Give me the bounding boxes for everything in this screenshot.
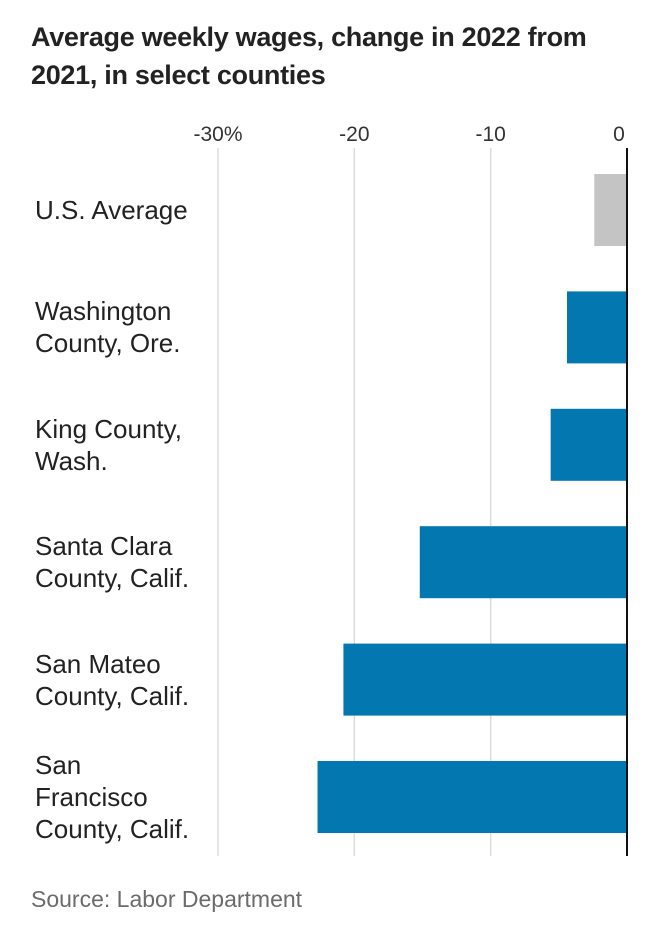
category-label: Washington County, Ore.: [35, 295, 235, 359]
x-tick-label: -10: [475, 123, 505, 146]
category-label: U.S. Average: [35, 194, 235, 226]
x-tick-label: 0: [613, 123, 625, 146]
category-label: King County, Wash.: [35, 413, 235, 477]
x-tick-label: -30%: [193, 123, 242, 146]
chart-title: Average weekly wages, change in 2022 fro…: [31, 22, 587, 90]
category-label: San Francisco County, Calif.: [35, 749, 235, 845]
bar: [550, 408, 627, 481]
category-label-line: San Mateo: [35, 648, 161, 679]
category-label-line: County, Ore.: [35, 328, 181, 359]
category-label-line: Washington: [35, 296, 172, 327]
category-label-line: U.S. Average: [35, 195, 188, 225]
bar: [567, 291, 627, 364]
x-tick-label: -20: [339, 123, 369, 146]
category-label-line: San: [35, 750, 82, 780]
bar: [317, 761, 627, 833]
category-label-line: County, Calif.: [35, 563, 190, 594]
category-label-line: Wash.: [35, 445, 108, 476]
category-label-line: Santa Clara: [35, 531, 173, 562]
category-label-line: County, Calif.: [35, 680, 190, 711]
category-label: San Mateo County, Calif.: [35, 648, 235, 712]
bar: [343, 643, 627, 716]
category-label-line: King County,: [35, 413, 182, 444]
category-label-line: Francisco: [35, 782, 148, 812]
bar: [594, 174, 627, 246]
bar: [419, 526, 627, 599]
source-note: Source: Labor Department: [31, 886, 303, 912]
category-label: Santa Clara County, Calif.: [35, 530, 235, 594]
category-label-line: County, Calif.: [35, 814, 190, 844]
